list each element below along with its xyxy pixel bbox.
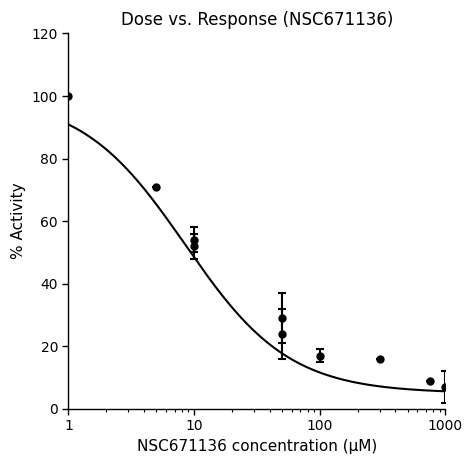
Title: Dose vs. Response (NSC671136): Dose vs. Response (NSC671136) [121,11,393,29]
X-axis label: NSC671136 concentration (μM): NSC671136 concentration (μM) [137,439,377,454]
Y-axis label: % Activity: % Activity [11,183,26,259]
